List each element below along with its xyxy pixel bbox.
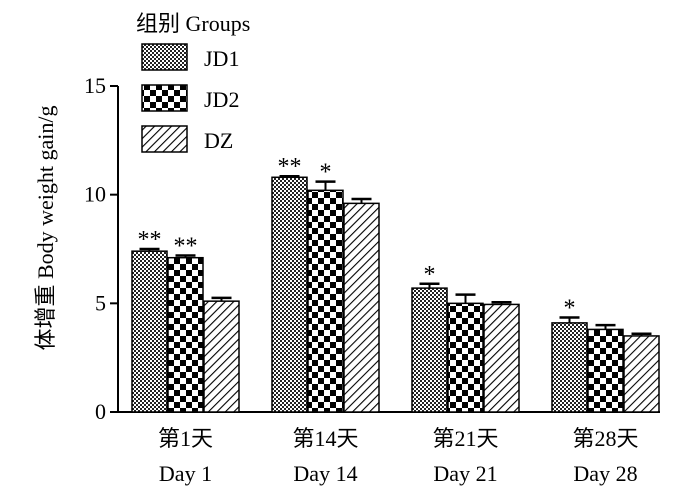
significance-mark: ** — [138, 227, 162, 253]
bar-dz-2 — [343, 202, 380, 413]
significance-mark: * — [564, 295, 576, 321]
x-tick-label-cn: 第1天 — [158, 426, 213, 451]
x-tick-label-cn: 第28天 — [572, 426, 638, 451]
y-tick-label: 10 — [84, 182, 106, 207]
x-tick-label-en: Day 1 — [159, 461, 212, 486]
bar-jd2-4 — [587, 328, 624, 413]
significance-mark: ** — [174, 234, 198, 260]
x-tick-label-cn: 第21天 — [432, 426, 498, 451]
bar-dz-3 — [483, 303, 520, 413]
legend: 组别 Groups JD1 JD2 DZ — [136, 11, 250, 153]
significance-mark: * — [320, 160, 332, 186]
x-tick-label-en: Day 21 — [433, 461, 497, 486]
bar-jd1-1 — [131, 250, 168, 413]
bar-dz-1 — [203, 300, 240, 413]
x-tick-label-cn: 第14天 — [292, 426, 358, 451]
bar-jd2-3 — [447, 302, 484, 413]
bar-jd2-2 — [307, 189, 344, 413]
bar-jd1-3 — [411, 287, 448, 413]
bar-dz-4 — [623, 335, 660, 413]
bar-jd1-2 — [271, 176, 308, 413]
bar-jd2-1 — [167, 256, 204, 413]
legend-swatch-dz — [141, 125, 188, 153]
legend-label-jd2: JD2 — [204, 87, 239, 112]
bars: ********* — [131, 154, 660, 413]
legend-label-dz: DZ — [204, 128, 233, 153]
x-tick-label-en: Day 28 — [573, 461, 637, 486]
legend-swatch-jd2 — [141, 84, 188, 112]
x-tick-labels: 第1天 Day 1 第14天 Day 14 第21天 Day 21 第28天 Day 28 — [158, 426, 639, 486]
legend-swatch-jd1 — [141, 43, 188, 71]
y-tick-label: 5 — [95, 290, 106, 315]
x-tick-label-en: Day 14 — [293, 461, 357, 486]
y-tick-label: 0 — [95, 399, 106, 424]
significance-mark: * — [424, 262, 436, 288]
y-tick-label: 15 — [84, 73, 106, 98]
legend-label-jd1: JD1 — [204, 46, 239, 71]
legend-title: 组别 Groups — [136, 11, 250, 36]
y-axis-title: 体增重 Body weight gain/g — [33, 105, 58, 350]
significance-mark: ** — [278, 154, 302, 180]
bar-jd1-4 — [551, 322, 588, 413]
